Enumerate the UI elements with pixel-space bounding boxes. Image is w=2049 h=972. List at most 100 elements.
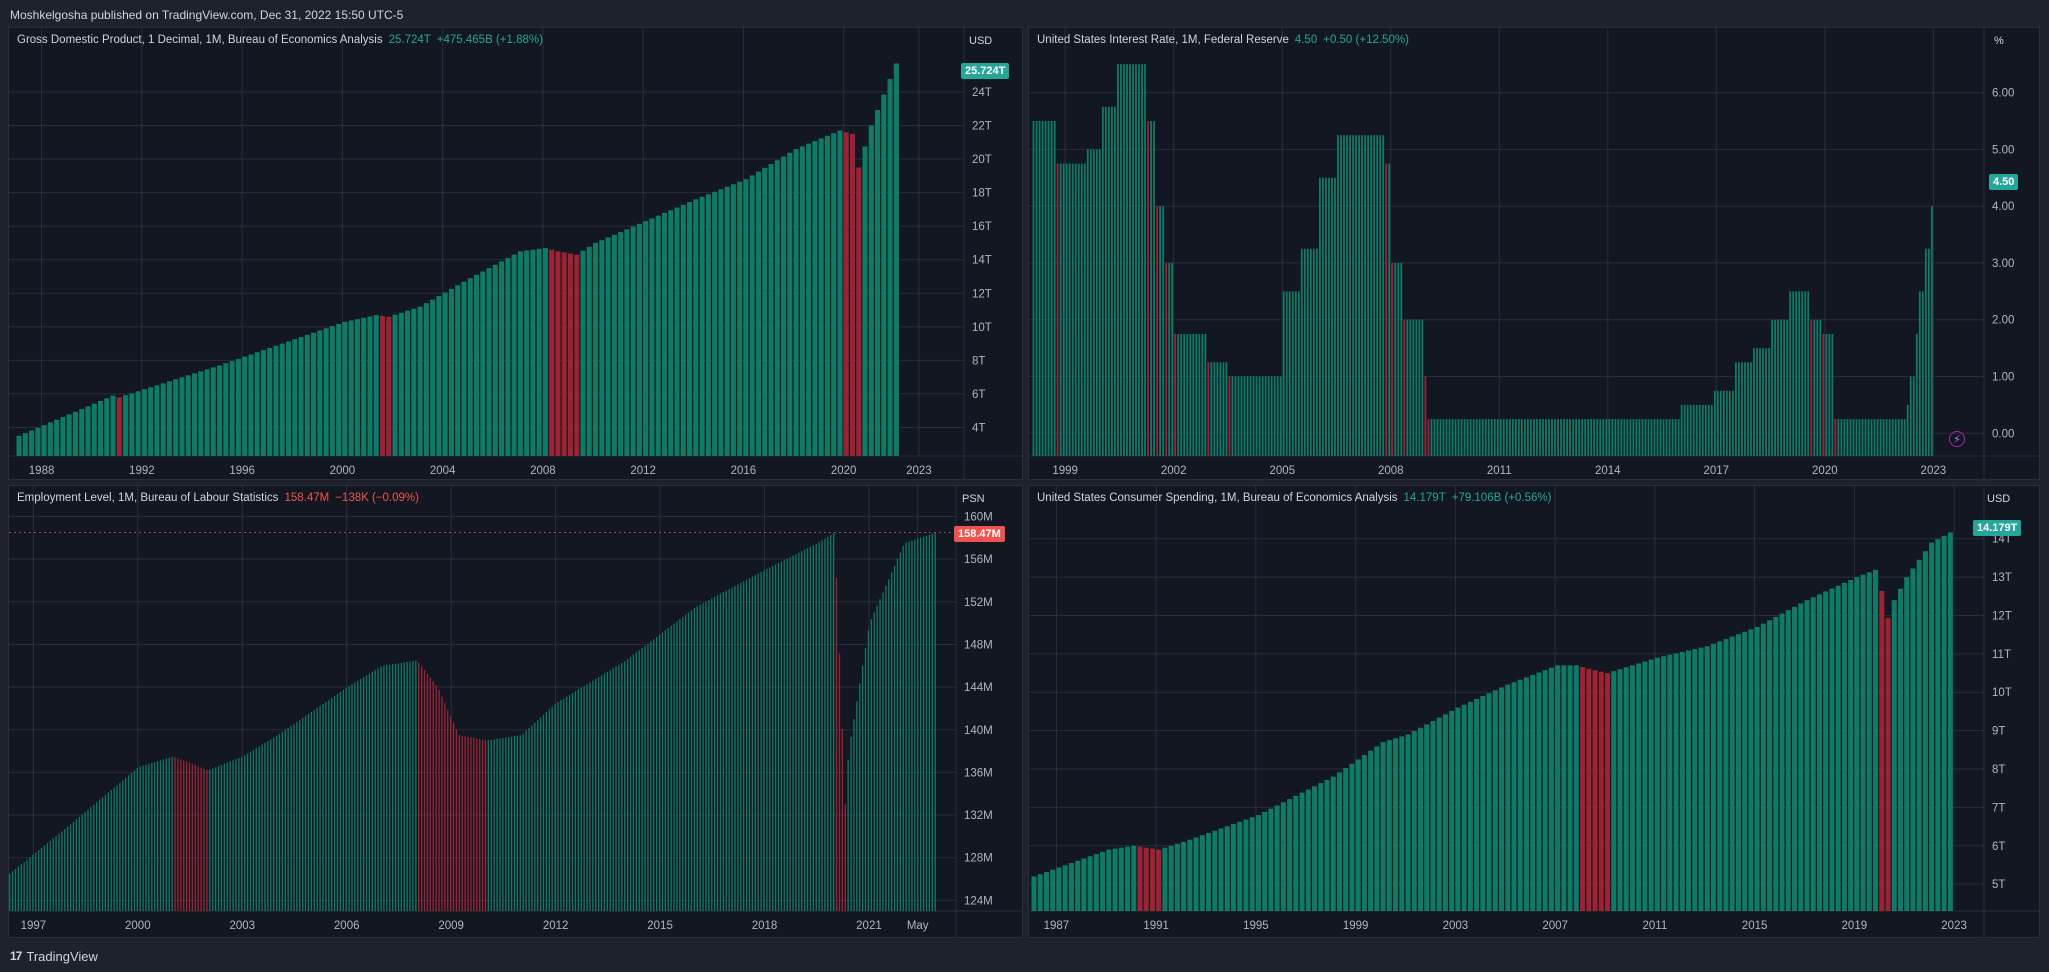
employment-unit-label[interactable]: PSN [962,493,985,505]
chart-bar [278,733,281,911]
chart-bar [383,665,385,911]
x-tick-label: 2017 [1704,465,1730,477]
chart-bar [548,709,550,911]
chart-bar [1224,826,1230,911]
chart-bar [267,347,273,456]
employment-chart-svg[interactable]: 124M 128M 132M 136M 140M 144M 148M 152M 156M 160M… [9,486,1023,938]
chart-bar [299,719,301,911]
chart-bar [1243,376,1246,456]
chart-bar [1218,828,1224,911]
consumer-spending-chart-svg[interactable]: 5T 6T 7T 8T 9T 10T 11T 12T 13T 14T 1987 1991 1995 199… [1029,486,2040,938]
chart-bar [1536,672,1542,911]
chart-bar [357,680,359,911]
employment-last-value-badge: 158.47M [954,526,1005,542]
employment-chart-panel[interactable]: 124M 128M 132M 136M 140M 144M 148M 152M 156M 160M… [8,485,1023,938]
chart-bar [563,698,565,911]
chart-bar [1231,376,1234,456]
chart-bar [1364,135,1367,456]
chart-bar [748,578,751,911]
chart-bar [1237,821,1243,911]
chart-bar [783,560,785,911]
chart-bar [580,250,586,456]
interest-rate-chart-svg[interactable]: 0.00 1.00 2.00 3.00 4.00 5.00 6.00 1999 2002 2005… [1029,28,2040,480]
x-tick-label: 1988 [29,465,55,477]
chart-bar [664,630,667,911]
chart-bar [749,175,755,456]
interest-rate-last-value-badge: 4.50 [1989,174,2019,190]
legend-series-name: United States Interest Rate, 1M, Federal… [1037,34,1289,46]
consumer-spending-unit-label[interactable]: USD [1987,493,2011,505]
chart-bar [1439,419,1442,456]
chart-bar [605,237,611,456]
chart-bar [1860,574,1866,911]
chart-bar [16,435,22,456]
chart-bar [1463,419,1466,456]
chart-bar [72,821,75,911]
chart-bar [1648,659,1654,911]
chart-bar [517,251,523,456]
chart-bar [850,736,852,911]
chart-bar [687,202,693,456]
chart-bar [1405,734,1411,911]
chart-bar [1536,419,1538,456]
interest-rate-unit-label[interactable]: % [1994,35,2004,47]
chart-bar [1916,559,1922,911]
chart-bar [1864,419,1867,456]
chart-bar [141,389,147,456]
chart-bar [67,826,69,911]
chart-bar [1786,319,1789,456]
chart-bar [902,545,904,911]
chart-bar [1424,724,1430,911]
gdp-unit-label[interactable]: USD [969,35,993,47]
y-tick-label: 2.00 [1992,315,2014,327]
chart-bar [1430,721,1436,911]
chart-bar [362,677,365,911]
chart-bar [455,285,461,456]
chart-bar [1650,419,1653,456]
chart-bar [621,662,623,911]
chart-bar [1840,419,1843,456]
chart-bar [1502,419,1505,456]
chart-bar [405,310,411,456]
x-tick-label: 2023 [1921,465,1947,477]
chart-bar [1897,588,1904,911]
chart-bar [1137,846,1143,911]
x-tick-label: 2018 [752,920,778,932]
chart-bar [618,664,620,911]
y-tick-label: 12T [1992,610,2012,622]
legend-value: 4.50 [1294,34,1318,46]
chart-bar [757,573,759,911]
chart-bar [1101,106,1104,457]
chart-bar [203,768,205,911]
tradingview-brand[interactable]: 17 TradingView [10,946,98,966]
chart-bar [624,229,630,456]
interest-rate-chart-panel[interactable]: 0.00 1.00 2.00 3.00 4.00 5.00 6.00 1999 2002 2005… [1028,27,2040,480]
chart-bar [1680,404,1683,456]
lightning-icon[interactable]: ⚡ [1949,431,1965,447]
chart-bar [847,759,849,911]
gdp-chart-panel[interactable]: 4T 6T 8T 10T 12T 14T 16T 18T 20T 22T 24T 1988 1992 19… [8,27,1023,480]
chart-bar [1804,291,1807,456]
chart-bar [1406,319,1409,456]
chart-bar [1469,419,1472,456]
chart-bar [1641,419,1644,456]
consumer-spending-chart-panel[interactable]: 5T 6T 7T 8T 9T 10T 11T 12T 13T 14T 1987 1991 1995 199… [1028,485,2040,938]
chart-bar [368,673,371,911]
chart-bar [154,762,156,911]
chart-bar [873,612,875,911]
chart-bar [267,741,269,911]
gdp-chart-svg[interactable]: 4T 6T 8T 10T 12T 14T 16T 18T 20T 22T 24T 1988 1992 19… [9,28,1023,480]
chart-bar [1324,779,1330,911]
chart-bar [127,775,130,911]
chart-bar [400,662,402,911]
chart-bar [188,762,191,911]
chart-bar [1430,419,1433,456]
chart-bar [17,866,20,911]
chart-bar [452,723,455,911]
chart-bar [345,687,347,911]
chart-bar [1237,376,1240,456]
chart-bar [537,720,539,911]
chart-bar [409,661,411,911]
y-tick-label: 10T [972,322,992,334]
chart-bar [795,554,797,911]
